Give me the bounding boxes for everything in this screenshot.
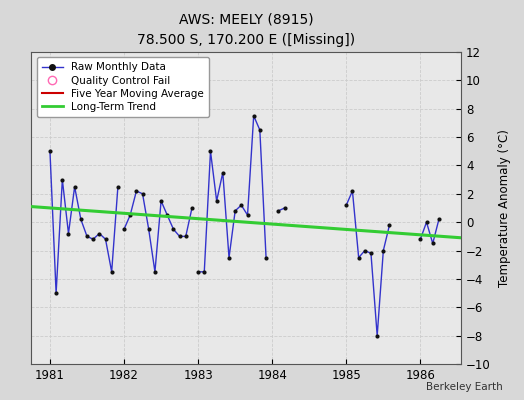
Point: [77, 216, 85, 222]
Point: [95, 230, 104, 237]
Point: [58, 176, 67, 183]
Point: [107, 269, 116, 275]
Point: [367, 250, 375, 256]
Point: [120, 226, 128, 232]
Point: [231, 208, 239, 214]
Point: [101, 236, 110, 242]
Text: Berkeley Earth: Berkeley Earth: [427, 382, 503, 392]
Point: [385, 222, 394, 228]
Point: [274, 208, 282, 214]
Point: [64, 230, 73, 237]
Point: [206, 148, 215, 154]
Legend: Raw Monthly Data, Quality Control Fail, Five Year Moving Average, Long-Term Tren: Raw Monthly Data, Quality Control Fail, …: [37, 57, 209, 117]
Point: [138, 191, 147, 197]
Point: [200, 269, 209, 275]
Point: [256, 127, 264, 133]
Point: [348, 188, 357, 194]
Point: [243, 212, 252, 218]
Point: [262, 254, 270, 261]
Point: [280, 205, 289, 211]
Point: [163, 212, 171, 218]
Point: [373, 332, 381, 339]
Point: [176, 233, 184, 240]
Point: [422, 219, 431, 225]
Point: [151, 269, 159, 275]
Point: [157, 198, 165, 204]
Point: [181, 233, 190, 240]
Point: [225, 254, 233, 261]
Point: [188, 205, 196, 211]
Point: [126, 212, 134, 218]
Point: [83, 233, 91, 240]
Point: [52, 290, 60, 296]
Point: [219, 169, 227, 176]
Point: [212, 198, 221, 204]
Point: [132, 188, 140, 194]
Point: [89, 236, 97, 242]
Title: AWS: MEELY (8915)
78.500 S, 170.200 E ([Missing]): AWS: MEELY (8915) 78.500 S, 170.200 E ([…: [137, 12, 355, 47]
Point: [46, 148, 54, 154]
Point: [145, 226, 153, 232]
Point: [249, 113, 258, 119]
Point: [194, 269, 202, 275]
Point: [237, 202, 246, 208]
Point: [354, 254, 363, 261]
Point: [114, 184, 122, 190]
Y-axis label: Temperature Anomaly (°C): Temperature Anomaly (°C): [498, 129, 511, 287]
Point: [342, 202, 351, 208]
Point: [416, 236, 424, 242]
Point: [70, 184, 79, 190]
Point: [435, 216, 443, 222]
Point: [361, 247, 369, 254]
Point: [429, 240, 437, 247]
Point: [169, 226, 178, 232]
Point: [379, 247, 388, 254]
